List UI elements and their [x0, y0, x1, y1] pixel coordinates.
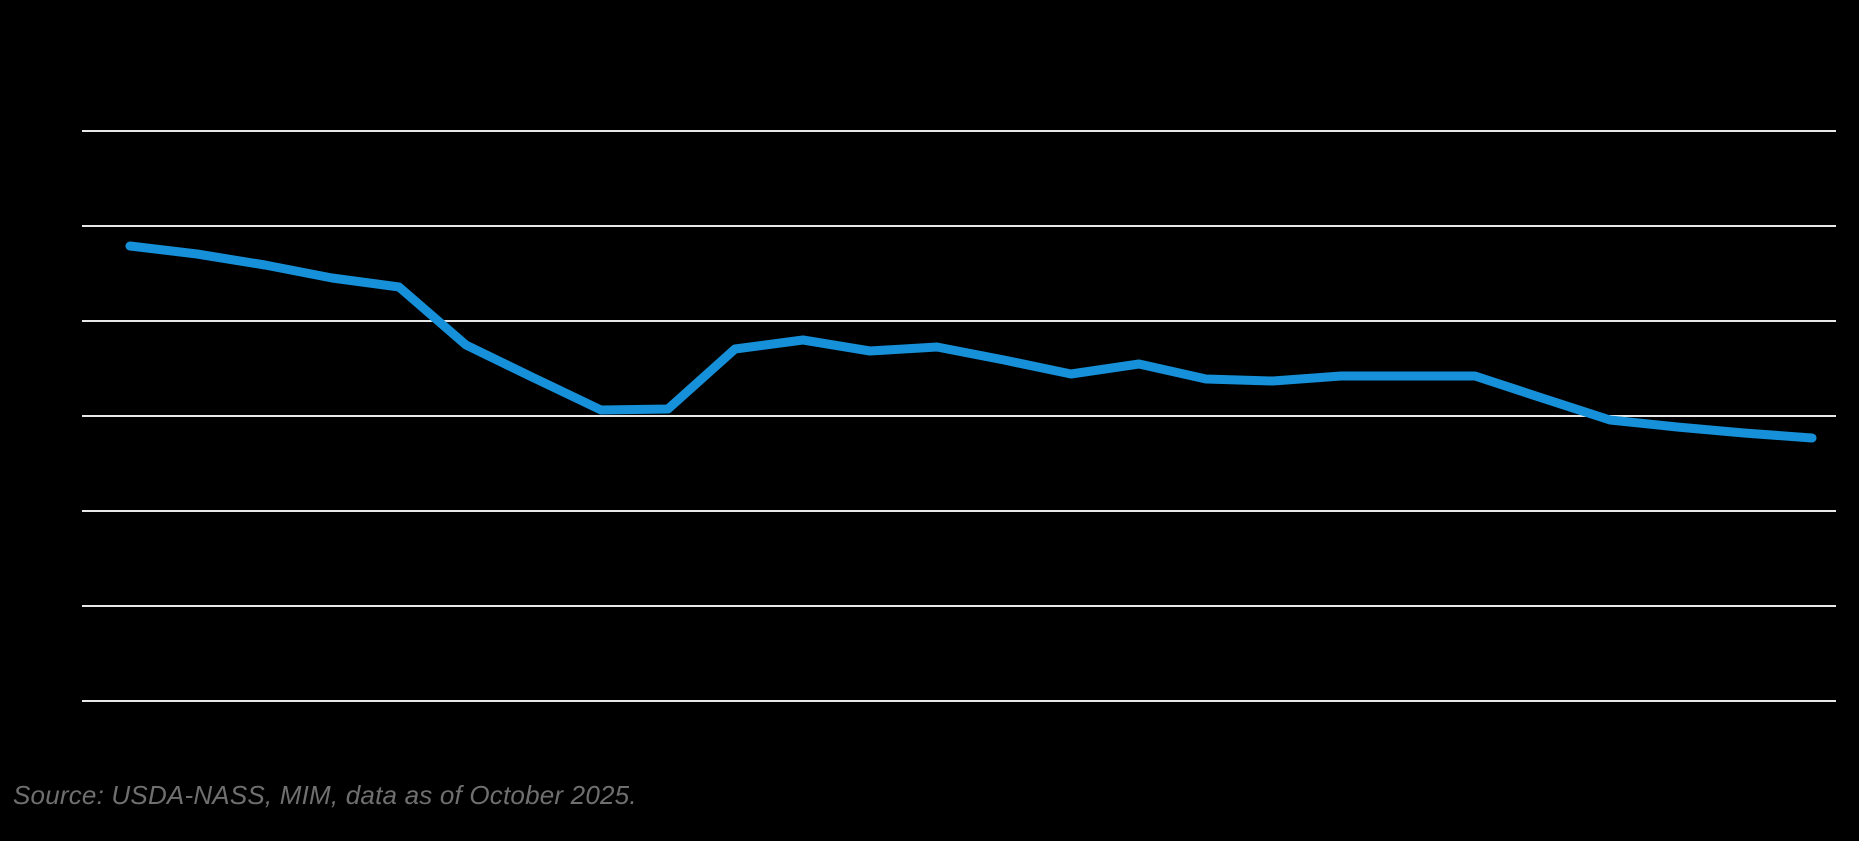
data-series-line — [125, 241, 1817, 443]
gridlines — [82, 130, 1836, 702]
source-note: Source: USDA-NASS, MIM, data as of Octob… — [13, 780, 637, 810]
